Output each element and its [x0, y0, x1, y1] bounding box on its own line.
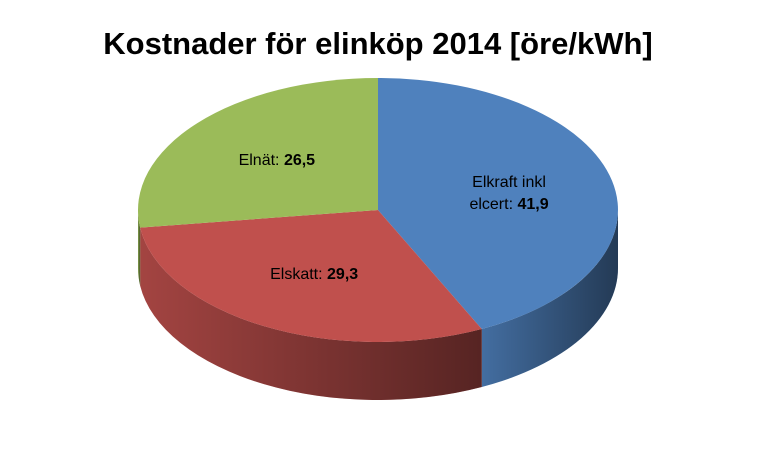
- label-separator: :: [275, 152, 280, 170]
- data-label: Elskatt: 29,3: [244, 264, 384, 286]
- label-value: 29,3: [327, 266, 359, 284]
- data-label: Elkraft inkl elcert: 41,9: [449, 172, 569, 216]
- chart-title: Kostnader för elinköp 2014 [öre/kWh]: [103, 26, 653, 61]
- label-category: Elnät: [238, 152, 276, 170]
- slice-side-shade: [140, 227, 482, 400]
- slice-side-shade: [138, 210, 141, 286]
- data-label: Elnät: 26,5: [207, 150, 347, 172]
- label-value: 41,9: [517, 195, 549, 213]
- slice: [140, 210, 482, 343]
- label-separator: :: [508, 195, 514, 213]
- label-category: Elskatt: [270, 266, 319, 284]
- slice-side-shade: [481, 210, 618, 388]
- label-separator: :: [318, 266, 323, 284]
- label-category: Elkraft inkl elcert: [469, 173, 546, 213]
- slice: [378, 78, 619, 330]
- slice: [137, 78, 378, 228]
- label-value: 26,5: [283, 152, 316, 170]
